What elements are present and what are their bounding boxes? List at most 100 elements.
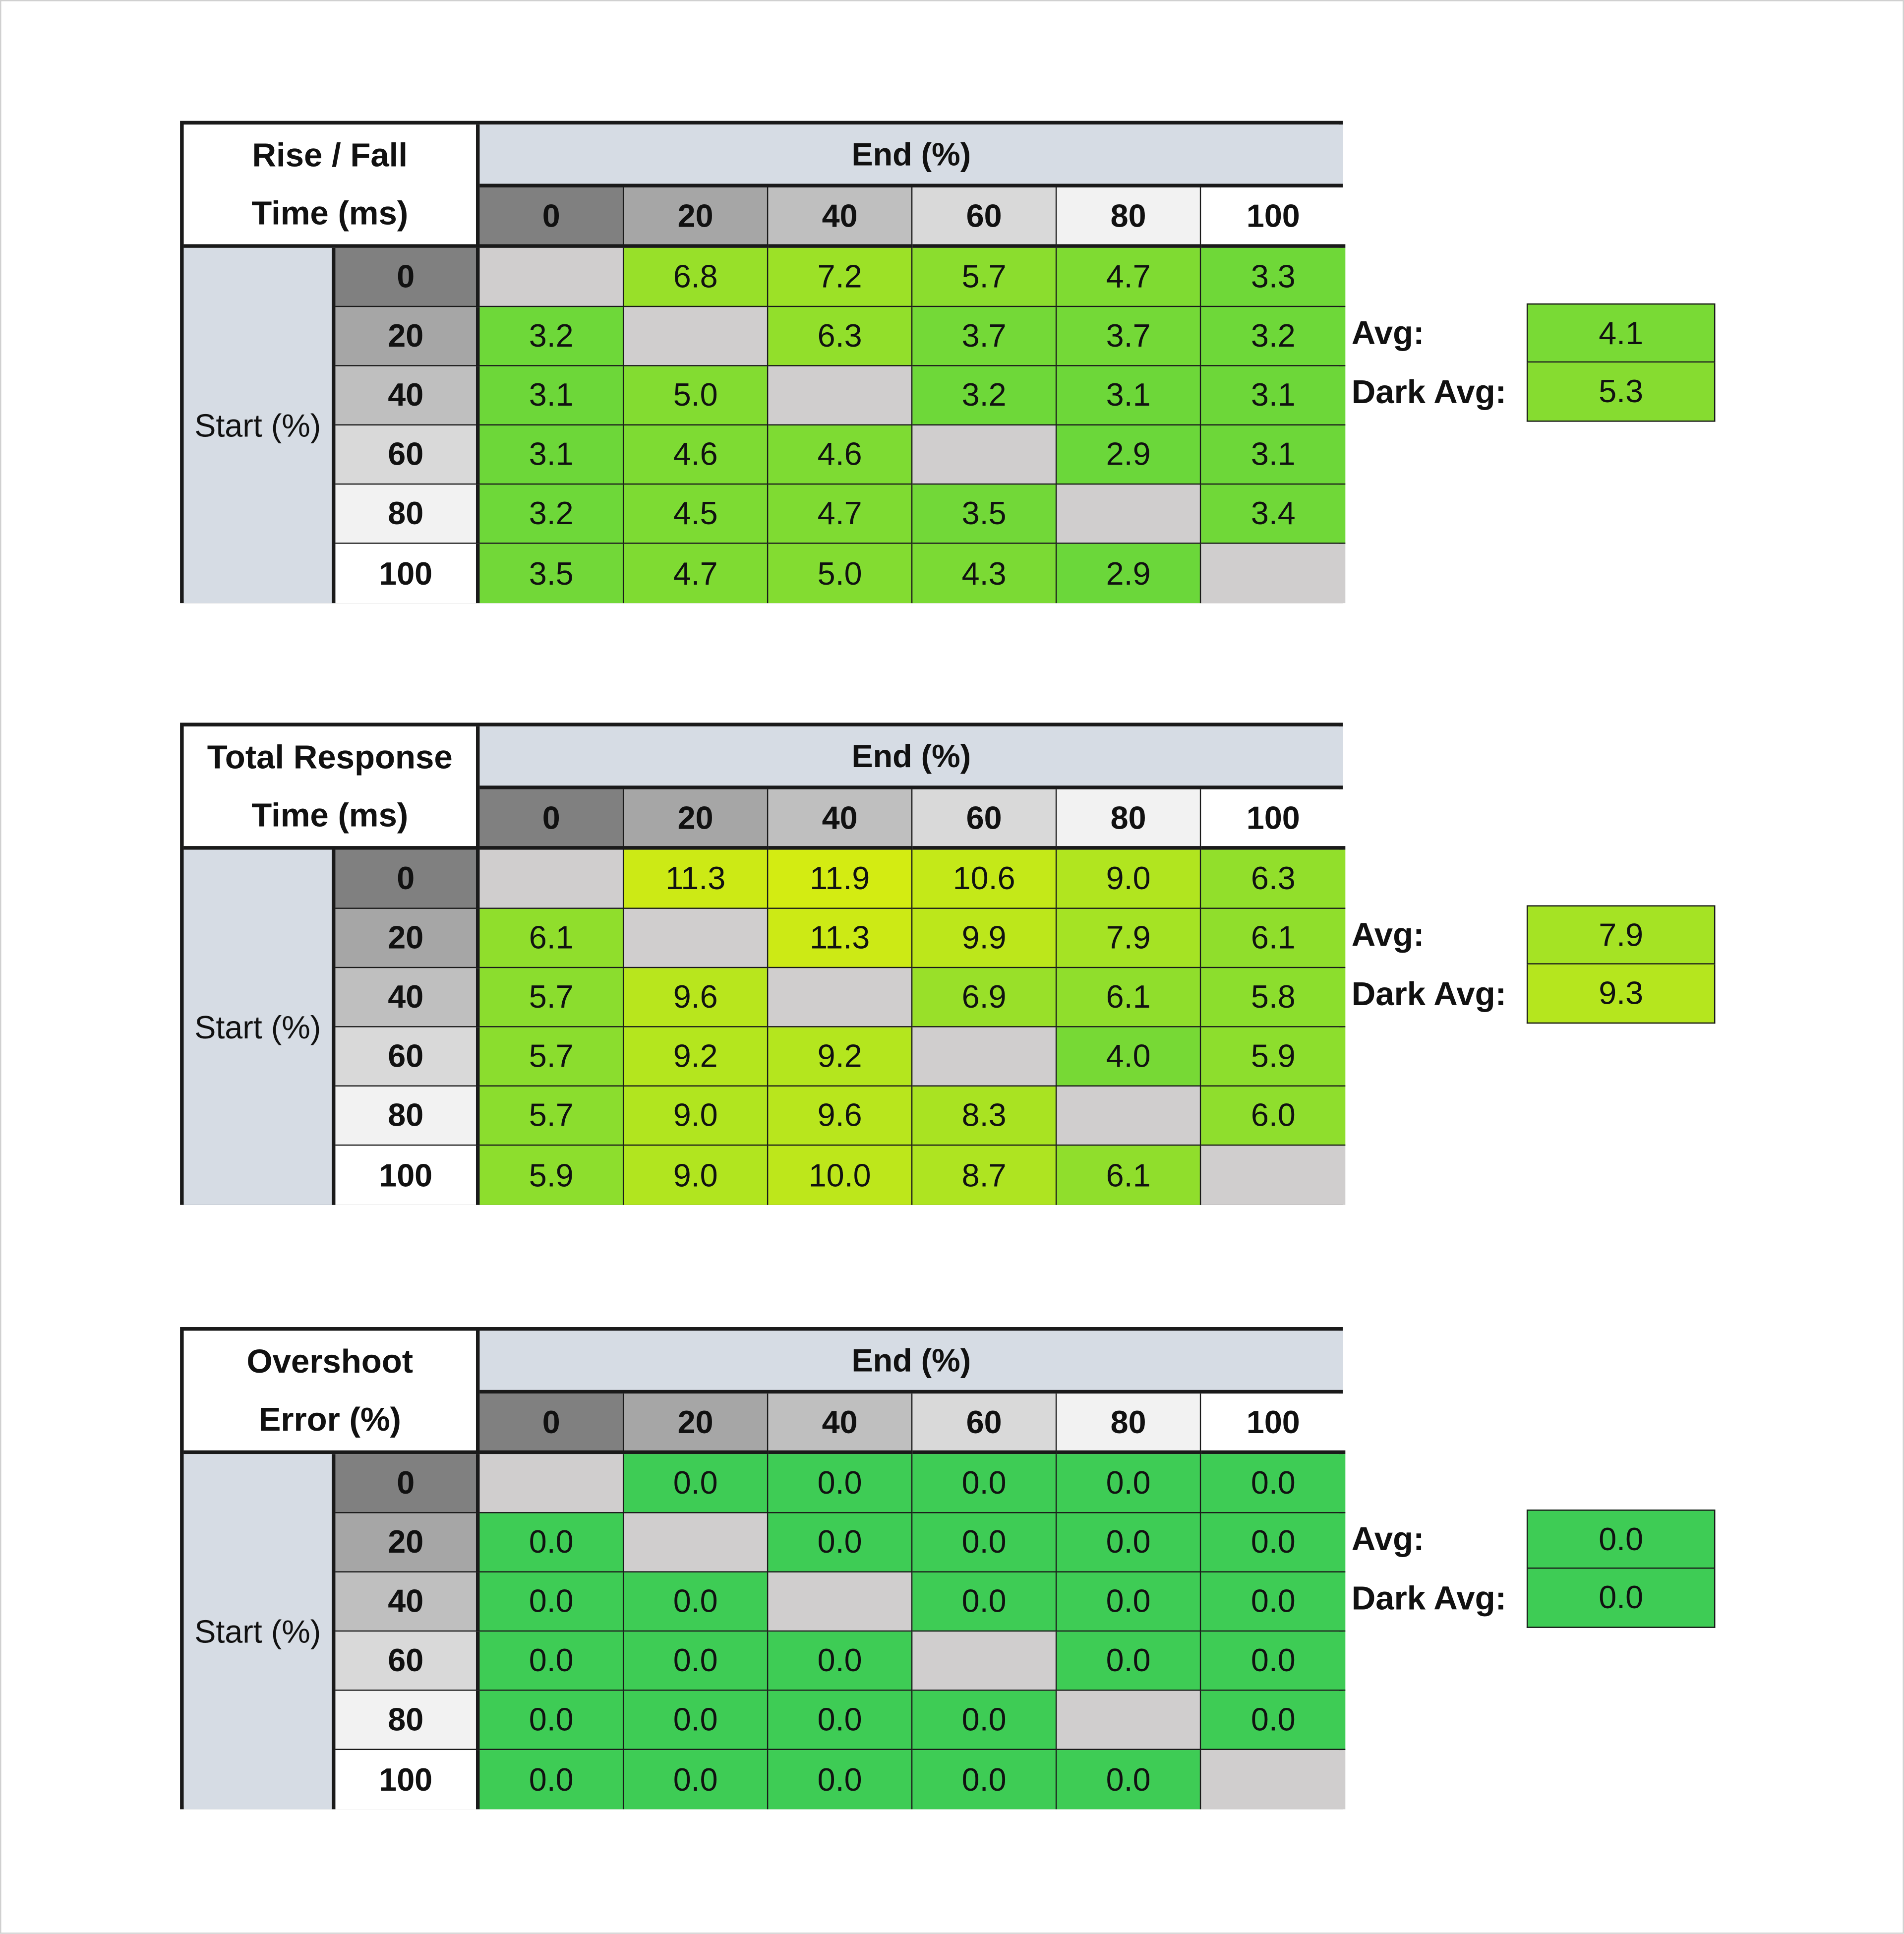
data-cell: 5.7: [479, 1027, 624, 1087]
data-cell: 3.2: [1201, 307, 1346, 366]
start-level-header: 20: [335, 908, 480, 968]
start-level-header: 0: [335, 1454, 480, 1513]
data-cell: 9.0: [1057, 849, 1201, 909]
data-cell: 5.0: [624, 366, 769, 426]
data-cell: [1201, 1146, 1346, 1205]
data-cell: [1201, 544, 1346, 604]
data-cell: 0.0: [1057, 1454, 1201, 1513]
data-cell: 0.0: [624, 1454, 769, 1513]
start-axis-label: Start (%): [183, 247, 336, 604]
avg-label: Avg:: [1351, 916, 1425, 954]
data-cell: [624, 908, 769, 968]
start-level-header: 0: [335, 849, 480, 909]
start-level-header: 80: [335, 1087, 480, 1146]
data-cell: 3.4: [1201, 484, 1346, 544]
end-level-header: 20: [624, 187, 769, 248]
end-level-header: 0: [479, 1393, 624, 1454]
data-cell: 8.3: [912, 1087, 1057, 1146]
data-cell: 0.0: [1057, 1513, 1201, 1572]
data-cell: 4.7: [768, 484, 913, 544]
start-axis-label: Start (%): [183, 1454, 336, 1810]
data-cell: 6.8: [624, 247, 769, 307]
data-cell: 6.1: [1201, 908, 1346, 968]
data-cell: 8.7: [912, 1146, 1057, 1205]
data-cell: 3.1: [1057, 366, 1201, 426]
data-cell: [479, 247, 624, 307]
data-cell: 11.3: [768, 908, 913, 968]
data-cell: 0.0: [1201, 1513, 1346, 1572]
end-level-header: 80: [1057, 1393, 1201, 1454]
data-cell: 0.0: [479, 1572, 624, 1632]
data-cell: [1201, 1750, 1346, 1810]
start-level-header: 0: [335, 247, 480, 307]
start-level-header: 60: [335, 1632, 480, 1691]
data-cell: [912, 1632, 1057, 1691]
start-axis-label: Start (%): [183, 849, 336, 1205]
data-cell: 0.0: [768, 1632, 913, 1691]
data-cell: 5.9: [1201, 1027, 1346, 1087]
end-level-header: 20: [624, 1393, 769, 1454]
end-level-header: 60: [912, 187, 1057, 248]
dark-avg-value: 0.0: [1526, 1569, 1716, 1628]
data-cell: 4.5: [624, 484, 769, 544]
data-cell: 9.2: [768, 1027, 913, 1087]
start-level-header: 60: [335, 425, 480, 485]
data-cell: 9.0: [624, 1146, 769, 1205]
data-cell: 9.2: [624, 1027, 769, 1087]
start-axis-text: Start (%): [194, 1008, 321, 1045]
data-cell: 4.3: [912, 544, 1057, 604]
data-cell: 3.1: [1201, 366, 1346, 426]
data-cell: [479, 849, 624, 909]
data-cell: 3.3: [1201, 247, 1346, 307]
data-cell: 0.0: [479, 1513, 624, 1572]
start-level-header: 100: [335, 544, 480, 604]
data-cell: [479, 1454, 624, 1513]
dark-avg-label: Dark Avg:: [1351, 1579, 1506, 1617]
start-level-header: 20: [335, 1513, 480, 1572]
data-cell: 4.6: [768, 425, 913, 485]
data-cell: 10.6: [912, 849, 1057, 909]
data-cell: 0.0: [624, 1750, 769, 1810]
data-cell: 3.2: [479, 307, 624, 366]
table-title-line2: Time (ms): [251, 194, 409, 232]
data-cell: 3.5: [912, 484, 1057, 544]
start-level-header: 100: [335, 1750, 480, 1810]
start-axis-text: Start (%): [194, 1612, 321, 1650]
data-cell: 2.9: [1057, 544, 1201, 604]
data-cell: 0.0: [912, 1750, 1057, 1810]
avg-label: Avg:: [1351, 1520, 1425, 1558]
data-cell: 5.0: [768, 544, 913, 604]
data-cell: [1057, 484, 1201, 544]
data-cell: 0.0: [912, 1513, 1057, 1572]
table-3: Overshoot Error (%) End (%) Start (%) 0 0 20 20…: [180, 1327, 1346, 1810]
data-cell: 6.1: [1057, 968, 1201, 1027]
start-level-header: 20: [335, 307, 480, 366]
start-level-header: 40: [335, 366, 480, 426]
end-level-header: 40: [768, 789, 913, 850]
data-cell: 5.7: [479, 1087, 624, 1146]
data-cell: 0.0: [1057, 1632, 1201, 1691]
data-cell: 4.7: [1057, 247, 1201, 307]
data-cell: 4.0: [1057, 1027, 1201, 1087]
data-cell: 11.3: [624, 849, 769, 909]
data-cell: 3.1: [479, 366, 624, 426]
data-cell: 2.9: [1057, 425, 1201, 485]
data-cell: 3.5: [479, 544, 624, 604]
start-level-header: 100: [335, 1146, 480, 1205]
data-cell: 6.1: [1057, 1146, 1201, 1205]
data-cell: 5.9: [479, 1146, 624, 1205]
table-title: Rise / Fall Time (ms): [183, 124, 480, 248]
data-cell: 3.7: [912, 307, 1057, 366]
start-level-header: 80: [335, 1691, 480, 1751]
table-title-line1: Overshoot: [246, 1342, 414, 1380]
end-axis-label: End (%): [479, 1330, 1343, 1394]
data-cell: 5.7: [912, 247, 1057, 307]
end-level-header: 40: [768, 1393, 913, 1454]
end-level-header: 0: [479, 187, 624, 248]
data-cell: 3.7: [1057, 307, 1201, 366]
data-cell: 11.9: [768, 849, 913, 909]
end-level-header: 60: [912, 789, 1057, 850]
data-cell: 0.0: [1201, 1572, 1346, 1632]
data-cell: [912, 425, 1057, 485]
table-title: Total Response Time (ms): [183, 726, 480, 850]
